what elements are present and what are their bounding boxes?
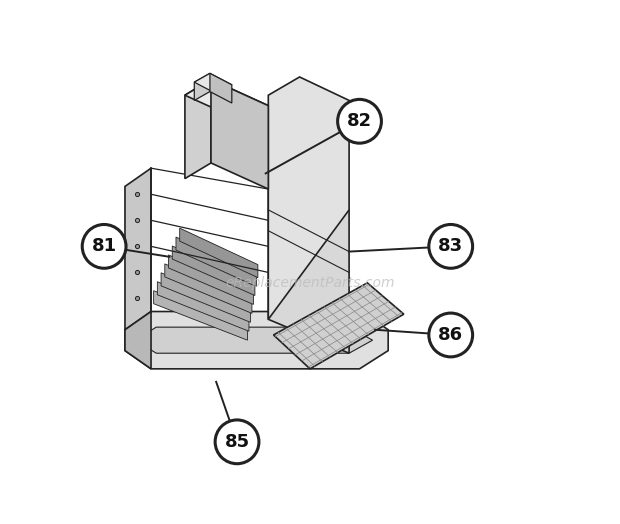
Text: 85: 85 bbox=[224, 433, 250, 451]
Circle shape bbox=[215, 420, 259, 464]
Polygon shape bbox=[194, 73, 232, 94]
Polygon shape bbox=[125, 311, 388, 369]
Circle shape bbox=[429, 224, 472, 268]
Circle shape bbox=[429, 313, 472, 357]
Polygon shape bbox=[211, 80, 268, 189]
Circle shape bbox=[82, 224, 126, 268]
Polygon shape bbox=[161, 273, 250, 322]
Polygon shape bbox=[194, 73, 210, 101]
Text: 82: 82 bbox=[347, 112, 372, 130]
Polygon shape bbox=[169, 255, 254, 304]
Text: 83: 83 bbox=[438, 237, 463, 255]
Circle shape bbox=[338, 100, 381, 143]
Polygon shape bbox=[125, 168, 151, 330]
Polygon shape bbox=[125, 311, 151, 369]
Text: eReplacementParts.com: eReplacementParts.com bbox=[225, 276, 395, 290]
Polygon shape bbox=[185, 80, 268, 121]
Polygon shape bbox=[268, 168, 349, 353]
Polygon shape bbox=[210, 73, 232, 103]
Polygon shape bbox=[172, 246, 255, 296]
Polygon shape bbox=[135, 327, 373, 353]
Polygon shape bbox=[185, 80, 211, 179]
Polygon shape bbox=[268, 77, 349, 319]
Polygon shape bbox=[180, 228, 258, 278]
Polygon shape bbox=[165, 264, 252, 313]
Polygon shape bbox=[176, 237, 257, 287]
Polygon shape bbox=[273, 283, 404, 369]
Polygon shape bbox=[154, 291, 247, 340]
Text: 86: 86 bbox=[438, 326, 463, 344]
Text: 81: 81 bbox=[92, 237, 117, 255]
Polygon shape bbox=[157, 282, 249, 331]
